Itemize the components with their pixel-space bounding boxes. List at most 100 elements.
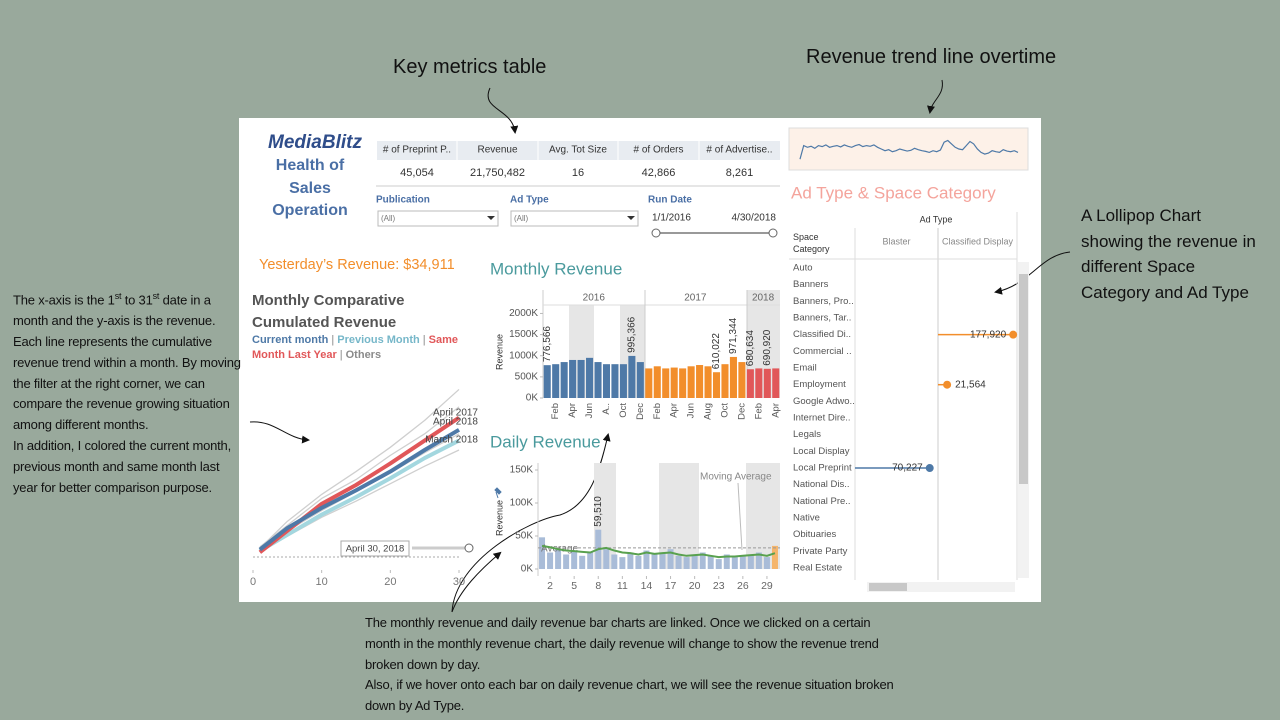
- x-tick-label: Feb: [652, 403, 663, 419]
- bar: [627, 552, 634, 569]
- x-tick-label: Apr: [567, 403, 578, 418]
- dashboard-title: Health of Sales Operation: [272, 157, 348, 219]
- table-value: 16: [572, 167, 584, 179]
- x-tick-label: 20: [689, 580, 701, 592]
- lollipop-dot: [1009, 330, 1018, 339]
- column-header: Ad Type: [920, 214, 953, 224]
- annotation: A Lollipop Chart showing the revenue in …: [1081, 206, 1256, 302]
- scroll-thumb[interactable]: [1019, 274, 1028, 484]
- bar: [645, 368, 653, 398]
- x-tick-label: Apr: [669, 403, 680, 418]
- value-label: 177,920: [970, 329, 1007, 340]
- bar: [679, 368, 687, 398]
- table-value: 45,054: [400, 167, 434, 179]
- row-label: Google Adwo..: [793, 396, 855, 407]
- y-tick-label: 100K: [510, 498, 534, 509]
- row-label: National Dis..: [793, 479, 850, 490]
- bar: [715, 559, 722, 569]
- row-header: Space Category: [793, 232, 830, 254]
- legend-item: Previous Month: [337, 334, 420, 346]
- dropdown[interactable]: [510, 210, 639, 227]
- note-text: date in a month and the y-axis is the re…: [13, 292, 241, 433]
- dropdown[interactable]: [377, 210, 499, 227]
- legend: Current month | Previous Month | Same Month …: [252, 333, 467, 363]
- bar: [707, 555, 714, 569]
- cumulative-line: [259, 406, 460, 548]
- slider-handle[interactable]: [768, 228, 778, 238]
- bar: [560, 362, 568, 398]
- sparkline-box: [788, 127, 1029, 171]
- cumulative-line: [258, 416, 461, 554]
- bar: [723, 554, 730, 569]
- bar: [667, 549, 674, 569]
- slider-handle[interactable]: [464, 543, 474, 553]
- x-tick-label: A..: [601, 403, 612, 415]
- filter-value: 4/30/2018: [732, 213, 777, 224]
- cumulative-line: [259, 388, 460, 549]
- bar: [691, 554, 698, 569]
- bar: [539, 537, 546, 569]
- value-label: 70,227: [892, 463, 923, 474]
- x-tick-label: 26: [737, 580, 749, 592]
- value-label: 610,022: [711, 333, 722, 370]
- row-label: Native: [793, 513, 820, 524]
- bar: [628, 355, 636, 398]
- value-label: 995,366: [627, 316, 638, 353]
- bar: [636, 362, 644, 398]
- bar: [755, 552, 762, 569]
- table-header: # of Preprint P..: [383, 145, 451, 156]
- line-label: March 2018: [425, 435, 478, 446]
- line-label: April 2018: [433, 417, 478, 428]
- arrow: [994, 251, 1071, 295]
- bar: [699, 552, 706, 569]
- lollipop-dot: [925, 464, 934, 473]
- x-tick-label: 17: [665, 580, 677, 592]
- bar: [586, 357, 594, 398]
- bar: [611, 554, 618, 569]
- legend-separator: |: [339, 349, 343, 361]
- bar: [543, 365, 551, 398]
- row-label: Private Party: [793, 546, 848, 557]
- bar: [619, 364, 627, 398]
- cumulative-line: [258, 428, 461, 552]
- bar: [552, 364, 560, 398]
- row-label: Employment: [793, 379, 846, 390]
- bar: [687, 366, 695, 398]
- moving-average: [541, 544, 776, 559]
- annotation: The monthly revenue and daily revenue ba…: [365, 613, 905, 717]
- bar: [594, 362, 602, 398]
- x-tick-label: Dec: [736, 403, 747, 420]
- row-label: Commercial ..: [793, 346, 852, 357]
- row-label: Legals: [793, 429, 821, 440]
- note-text: Also, if we hover onto each bar on daily…: [365, 677, 894, 714]
- bar: [670, 367, 678, 398]
- scrollbar[interactable]: [867, 582, 1015, 592]
- band: [659, 463, 699, 569]
- x-tick-label: 29: [761, 580, 773, 592]
- value-label: 690,920: [762, 329, 773, 366]
- bar: [619, 557, 626, 569]
- scroll-thumb[interactable]: [869, 583, 907, 591]
- bar: [587, 552, 594, 569]
- chart-title: Daily Revenue: [490, 432, 601, 451]
- bar: [683, 557, 690, 569]
- table-header-bg: [377, 141, 780, 160]
- y-tick-label: 50K: [515, 531, 533, 542]
- x-tick-label: 11: [617, 580, 628, 592]
- bar: [602, 364, 611, 398]
- x-tick-label: Apr: [770, 403, 781, 418]
- filter-label: Ad Type: [510, 195, 549, 206]
- bar: [603, 549, 610, 569]
- year-label: 2018: [752, 293, 775, 304]
- bar: [704, 366, 712, 398]
- row-label: Real Estate: [793, 563, 842, 574]
- note-text: The monthly revenue and daily revenue ba…: [365, 615, 879, 672]
- filter-value: (All): [514, 214, 529, 223]
- value-label: 971,344: [728, 317, 739, 354]
- note-text: In addition, I colored the current month…: [13, 437, 231, 495]
- legend-separator: |: [422, 334, 426, 346]
- dropdown-caret: [487, 216, 495, 220]
- slider-handle[interactable]: [651, 228, 661, 238]
- bar: [611, 364, 619, 398]
- year-label: 2016: [583, 293, 606, 304]
